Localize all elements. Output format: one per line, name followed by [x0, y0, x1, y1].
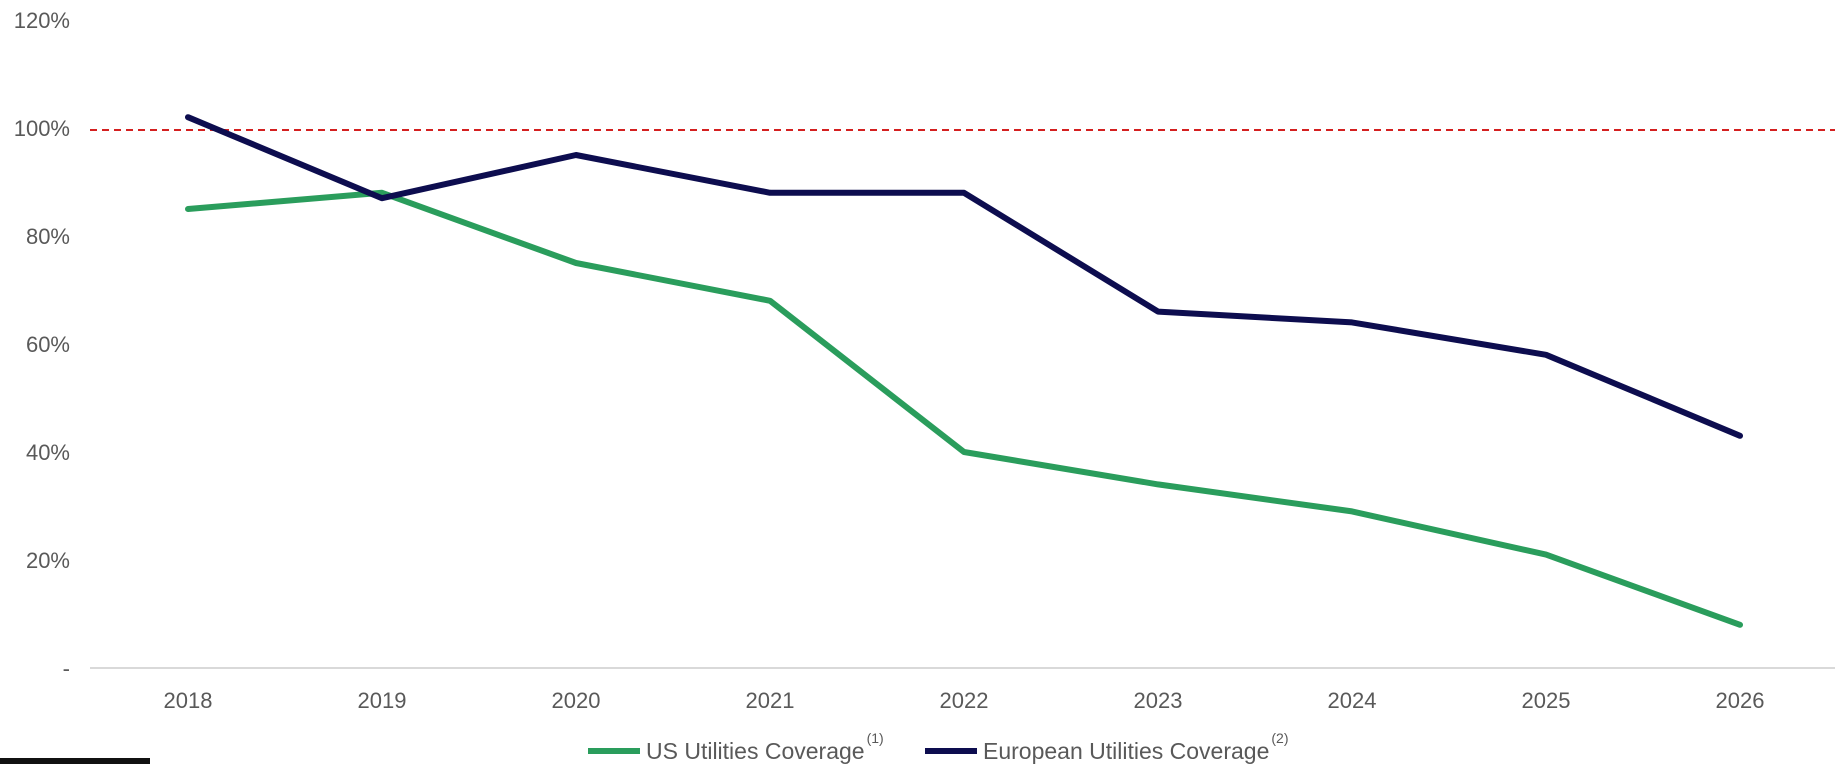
x-tick-label: 2026 — [1716, 688, 1765, 713]
x-tick-label: 2021 — [746, 688, 795, 713]
series-lines — [185, 114, 1743, 628]
legend-label: European Utilities Coverage — [983, 738, 1269, 764]
x-tick-label: 2018 — [164, 688, 213, 713]
series-line-european-utilities — [185, 114, 1743, 439]
corner-bar — [0, 758, 150, 764]
x-tick-label: 2024 — [1328, 688, 1377, 713]
legend: US Utilities Coverage (1) European Utiliti… — [588, 730, 1289, 764]
legend-footnote-marker: (2) — [1271, 730, 1288, 746]
x-tick-label: 2019 — [358, 688, 407, 713]
x-tick-label: 2020 — [552, 688, 601, 713]
x-axis-ticks: 2018 2019 2020 2021 2022 2023 2024 2025 2026 — [164, 688, 1765, 713]
y-tick-label: 80% — [26, 224, 70, 249]
x-tick-label: 2022 — [940, 688, 989, 713]
y-tick-label: 100% — [14, 116, 70, 141]
y-tick-label: 60% — [26, 332, 70, 357]
legend-footnote-marker: (1) — [867, 730, 884, 746]
y-tick-label: 20% — [26, 548, 70, 573]
x-tick-label: 2025 — [1522, 688, 1571, 713]
x-tick-label: 2023 — [1134, 688, 1183, 713]
legend-label: US Utilities Coverage — [646, 738, 865, 764]
y-tick-label: 40% — [26, 440, 70, 465]
y-tick-label: - — [63, 656, 70, 681]
y-tick-label: 120% — [14, 8, 70, 33]
y-axis-ticks: - 20% 40% 60% 80% 100% 120% — [14, 8, 70, 681]
series-line-us-utilities — [185, 189, 1743, 628]
